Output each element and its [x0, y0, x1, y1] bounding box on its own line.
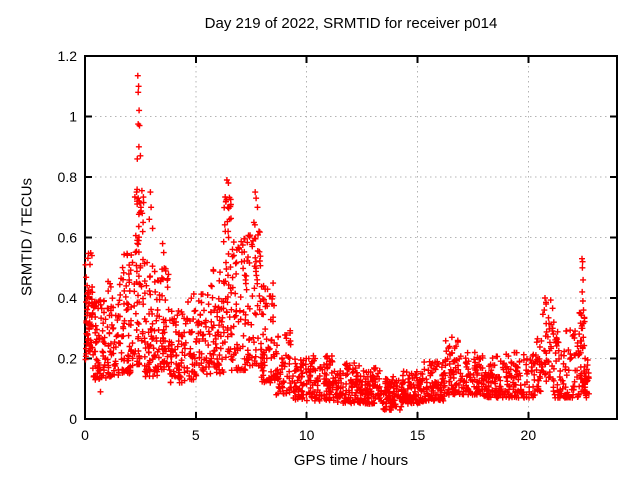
- scatter-points: [82, 72, 592, 413]
- x-tick-label: 10: [299, 427, 315, 443]
- y-tick-label: 0.8: [58, 169, 78, 185]
- axis-ticks: [84, 55, 617, 420]
- y-tick-label: 0: [69, 411, 77, 427]
- y-tick-label: 0.2: [58, 351, 78, 367]
- y-axis-label: SRMTID / TECUs: [18, 177, 36, 297]
- y-tick-label: 0.6: [58, 230, 78, 246]
- x-tick-label: 20: [521, 427, 537, 443]
- y-tick-label: 1: [69, 109, 77, 125]
- x-tick-label: 5: [192, 427, 200, 443]
- x-tick-label: 15: [410, 427, 426, 443]
- x-tick-label: 0: [81, 427, 89, 443]
- chart-title: Day 219 of 2022, SRMTID for receiver p01…: [204, 15, 498, 32]
- y-tick-label: 1.2: [58, 48, 78, 64]
- x-axis-label: GPS time / hours: [293, 452, 409, 469]
- y-tick-label: 0.4: [58, 290, 78, 306]
